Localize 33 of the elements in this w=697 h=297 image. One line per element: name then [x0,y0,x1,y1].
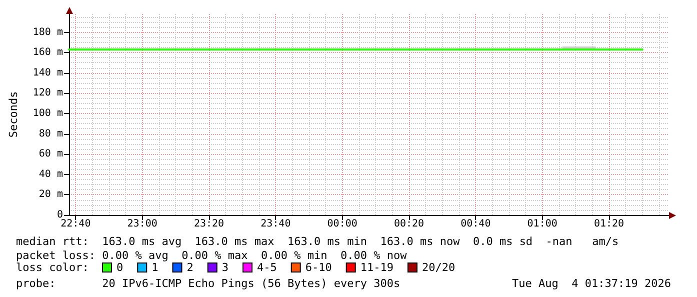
y-tick-label: 160 m [32,47,63,58]
text: probe: 20 IPv6-ICMP Echo Pings (56 Bytes) every 300s [16,277,400,290]
text: packet loss: 0.00 % avg 0.00 % max 0.00 % min 0.00 % now [16,249,407,262]
legend-label: 20/20 [422,261,456,274]
y-tick-label: 20 m [38,189,63,200]
legend-label: 4-5 [256,261,277,274]
y-tick-label: 100 m [32,108,63,119]
x-tick-label: 22:40 [60,218,91,230]
y-tick-label: 140 m [32,67,63,78]
text: median rtt: 163.0 ms avg 163.0 ms max 163.0 ms min 163.0 ms now 0.0 ms sd -nan am/s [16,235,619,248]
x-tick-label: 00:00 [327,218,358,230]
legend-label: 0 [116,261,124,274]
x-tick-label: 00:40 [460,218,491,230]
x-tick-label: 01:00 [527,218,558,230]
x-tick-label: 23:40 [260,218,291,230]
y-tick-label: 80 m [38,128,63,140]
x-tick-label: 23:00 [127,218,158,230]
y-tick-label: 40 m [38,168,63,180]
legend-label: 11-19 [360,261,394,274]
x-tick-label: 23:20 [194,218,224,230]
y-tick-label: 60 m [38,148,63,160]
y-tick-label: 0 [56,210,63,220]
y-axis-title: Seconds [7,91,20,138]
x-tick-label: 01:20 [594,218,624,230]
legend-label: 6-10 [305,261,332,274]
legend-label: 1 [152,261,158,274]
legend-label: 2 [186,261,194,274]
legend-label: 3 [222,261,228,274]
text: Tue Aug 4 01:37:19 2026 [512,277,671,290]
y-tick-label: 180 m [32,26,63,38]
y-tick-label: 120 m [32,88,63,99]
legend-title: loss color: [16,261,89,274]
x-tick-label: 00:20 [394,218,424,230]
